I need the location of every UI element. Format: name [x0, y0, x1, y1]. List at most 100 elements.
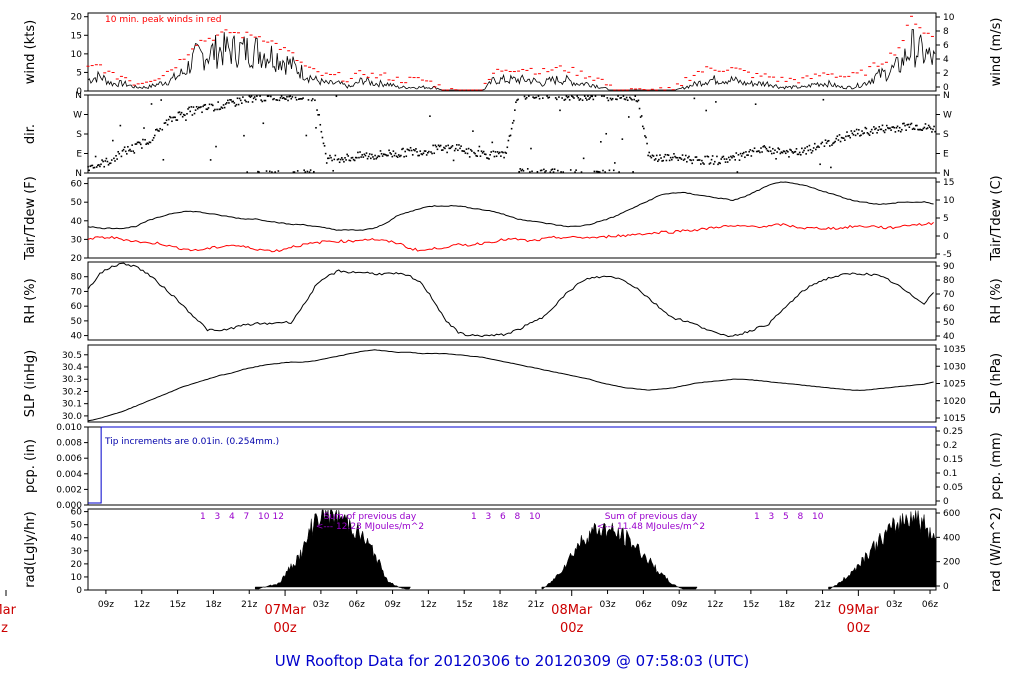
dir-point	[689, 159, 691, 161]
dir-point	[903, 122, 905, 125]
dir-point	[228, 102, 230, 104]
x-date-label: 09Mar	[838, 603, 880, 618]
dir-point	[825, 142, 828, 144]
dir-point	[196, 107, 199, 110]
dir-point	[652, 155, 655, 157]
panel-wind: wind (kts) wind (m/s) 0 5 10 15 20 0 2 4 6 8 10 10 mi…	[23, 12, 1004, 97]
dir-point	[88, 169, 90, 172]
dir-point	[174, 116, 176, 119]
dir-point	[144, 138, 146, 141]
dir-point	[492, 150, 495, 153]
dir-point	[863, 132, 865, 134]
dir-point	[619, 97, 621, 99]
dir-point	[815, 148, 817, 151]
dir-point	[912, 127, 915, 130]
dir-point	[434, 144, 437, 147]
y2-tick-label: N	[943, 91, 950, 101]
dir-point	[152, 137, 155, 139]
dir-point	[286, 95, 288, 98]
dir-point	[213, 109, 215, 112]
dir-point	[934, 130, 936, 133]
dir-point	[453, 149, 456, 152]
x-tick-label: 18z	[205, 600, 221, 610]
dir-point	[451, 145, 454, 147]
y2-tick-label: 70	[943, 290, 955, 300]
dir-point	[792, 152, 795, 154]
x-tick-label: 03z	[599, 600, 615, 610]
dir-point	[311, 98, 314, 100]
dir-point	[510, 127, 513, 130]
dir-point	[287, 99, 289, 102]
dir-point	[262, 122, 265, 125]
dir-point	[175, 119, 178, 121]
y2-tick-label: 8	[943, 27, 949, 37]
dir-point	[559, 109, 561, 112]
dir-point	[668, 159, 671, 162]
dir-point	[519, 168, 522, 170]
dir-point	[251, 101, 254, 103]
y2-tick-label: 80	[943, 276, 955, 286]
dir-point	[663, 156, 666, 158]
dir-point	[358, 156, 360, 159]
dir-point	[892, 126, 895, 128]
y-tick-label: 0	[76, 87, 82, 97]
y-tick-label: 15	[71, 31, 82, 41]
dir-point	[600, 141, 602, 143]
dir-point	[882, 129, 885, 132]
y-tick-label: 40	[71, 332, 83, 342]
rad-hour-mark: 6	[500, 512, 506, 522]
dir-point	[404, 150, 407, 153]
dir-point	[206, 108, 209, 111]
dir-point	[222, 104, 225, 106]
dir-point	[829, 145, 831, 147]
dir-point	[293, 171, 296, 173]
dir-point	[734, 159, 737, 161]
dir-point	[238, 97, 241, 100]
dir-point	[328, 157, 330, 160]
x-date-label: 07Mar	[265, 603, 307, 618]
y2-tick-label: 0.25	[943, 427, 963, 437]
dir-point	[524, 98, 527, 100]
dir-point	[753, 147, 756, 150]
y-tick-label: 30.5	[62, 351, 82, 361]
dir-point	[653, 159, 656, 161]
dir-point	[633, 98, 635, 101]
dir-point	[933, 125, 935, 128]
dir-point	[502, 151, 504, 154]
dir-point	[223, 106, 226, 109]
dir-point	[101, 159, 103, 161]
dir-point	[493, 155, 496, 158]
dir-point	[719, 162, 721, 165]
dir-point	[98, 164, 100, 166]
dir-point	[372, 156, 374, 158]
dir-point	[397, 154, 400, 156]
x-tick-label: 21z	[814, 600, 830, 610]
dir-point	[344, 157, 346, 159]
dir-point	[319, 123, 322, 126]
dir-point	[706, 155, 709, 158]
dir-point	[548, 96, 551, 99]
dir-point	[679, 157, 682, 159]
dir-point	[528, 95, 530, 97]
y2-tick-label: 2	[943, 69, 949, 79]
dir-point	[246, 171, 248, 173]
dir-point	[730, 155, 732, 158]
dir-point	[856, 132, 859, 135]
dir-point	[195, 105, 198, 108]
dir-point	[399, 155, 401, 158]
dir-point	[804, 147, 806, 149]
dir-point	[218, 108, 221, 111]
wind-annotation: 10 min. peak winds in red	[105, 15, 222, 25]
dir-point	[923, 126, 926, 129]
x-date-sublabel: 00z	[273, 621, 297, 636]
dir-point	[231, 100, 233, 103]
dir-point	[115, 155, 117, 157]
dir-point	[343, 160, 345, 163]
y-tick-label: 30.3	[62, 375, 82, 385]
dir-point	[461, 150, 463, 152]
y-tick-label: 30	[71, 547, 83, 557]
dir-point	[710, 158, 713, 161]
dir-point	[698, 159, 701, 161]
dir-point	[103, 165, 106, 168]
